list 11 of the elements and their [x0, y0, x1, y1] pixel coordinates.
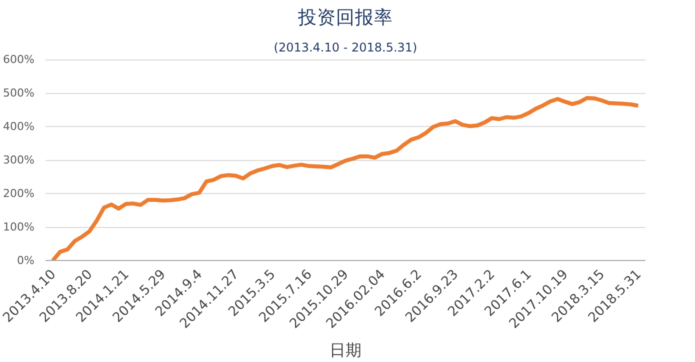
y-tick-label: 600%	[3, 53, 35, 66]
chart-subtitle: (2013.4.10 - 2018.5.31)	[274, 40, 418, 54]
x-axis-title: 日期	[330, 340, 362, 360]
y-tick-label: 500%	[3, 86, 35, 100]
chart-title: 投资回报率	[297, 6, 393, 28]
y-tick-label: 400%	[3, 120, 35, 133]
line-series	[50, 96, 640, 260]
y-tick-label: 0%	[17, 254, 34, 267]
y-tick-label: 100%	[3, 220, 35, 234]
y-tick-label: 200%	[3, 187, 35, 200]
y-tick-label: 300%	[3, 154, 35, 166]
